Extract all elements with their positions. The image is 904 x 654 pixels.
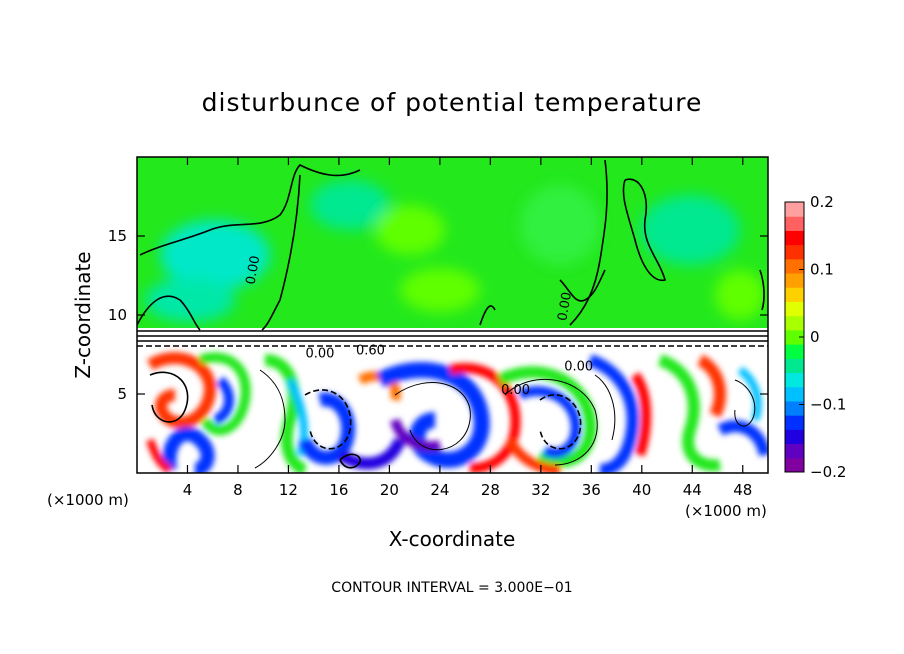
- upper-layer-shading: [145, 180, 765, 322]
- x-tick-label: 40: [632, 481, 651, 499]
- colorbar-swatch: [785, 415, 804, 430]
- contour-labels: 0.00 0.00 0.60 0.00 0.00 0.00: [244, 255, 594, 398]
- colorbar-swatch: [785, 358, 804, 374]
- colorbar: [785, 202, 804, 473]
- lower-layer-eddies: [146, 351, 768, 473]
- x-tick-label: 8: [233, 481, 243, 499]
- colorbar-tick-label: 0: [810, 328, 820, 346]
- colorbar-swatch: [785, 372, 804, 388]
- contour-label: 0.00: [501, 383, 530, 398]
- colorbar-swatch: [785, 315, 804, 331]
- colorbar-swatch: [785, 386, 804, 402]
- colorbar-swatch: [785, 230, 804, 246]
- contour-label: 0.00: [564, 359, 593, 374]
- colorbar-tick-label: 0.1: [810, 261, 834, 279]
- colorbar-swatch: [785, 400, 804, 416]
- y-tick-label: 5: [117, 385, 127, 403]
- colorbar-swatch: [785, 273, 804, 288]
- colorbar-tick-label: 0.2: [810, 193, 834, 211]
- chart-title: disturbunce of potential temperature: [202, 88, 703, 117]
- x-unit-left: (×1000 m): [47, 491, 129, 509]
- colorbar-swatch: [785, 258, 804, 274]
- x-tick-label: 24: [430, 481, 449, 499]
- x-unit-right: (×1000 m): [685, 502, 767, 520]
- x-tick-label: 16: [329, 481, 348, 499]
- colorbar-swatch: [785, 216, 804, 231]
- colorbar-swatch: [785, 329, 804, 345]
- x-tick-label: 20: [380, 481, 399, 499]
- x-tick-label: 28: [481, 481, 500, 499]
- colorbar-swatch: [785, 344, 804, 359]
- plot-area: 0.00 0.00 0.60 0.00 0.00 0.00: [137, 157, 768, 473]
- x-tick-label: 36: [582, 481, 601, 499]
- colorbar-swatch: [785, 457, 804, 473]
- contour-label: 0.00: [306, 347, 335, 362]
- x-tick-label: 4: [183, 481, 193, 499]
- colorbar-tick-label: −0.2: [810, 463, 846, 481]
- colorbar-swatch: [785, 429, 804, 445]
- colorbar-swatch: [785, 287, 804, 302]
- x-tick-label: 48: [733, 481, 752, 499]
- colorbar-ticks: 0.2 0.1 0 −0.1 −0.2: [799, 193, 846, 481]
- y-tick-label: 10: [108, 306, 127, 324]
- y-tick-label: 15: [108, 227, 127, 245]
- contour-lines: [137, 159, 768, 469]
- contour-label: 0.00: [244, 255, 264, 286]
- y-axis-label: Z-coordinate: [71, 251, 95, 378]
- transition-band: [137, 328, 768, 352]
- colorbar-swatch: [785, 244, 804, 260]
- y-axis-ticks: 5 10 15: [108, 227, 768, 403]
- x-axis-label: X-coordinate: [389, 527, 516, 551]
- colorbar-swatch: [785, 443, 804, 459]
- x-axis-ticks: 4 8 12 16 20 24 28 32 36 40 44 48: [183, 157, 752, 499]
- x-tick-label: 44: [683, 481, 702, 499]
- x-tick-label: 32: [531, 481, 550, 499]
- contour-label: 0.60: [356, 344, 385, 359]
- colorbar-tick-label: −0.1: [810, 396, 846, 414]
- colorbar-swatch: [785, 301, 804, 317]
- contour-label: 0.00: [555, 291, 575, 322]
- contour-interval-note: CONTOUR INTERVAL = 3.000E−01: [331, 580, 572, 596]
- x-tick-label: 12: [279, 481, 298, 499]
- colorbar-swatch: [785, 202, 804, 217]
